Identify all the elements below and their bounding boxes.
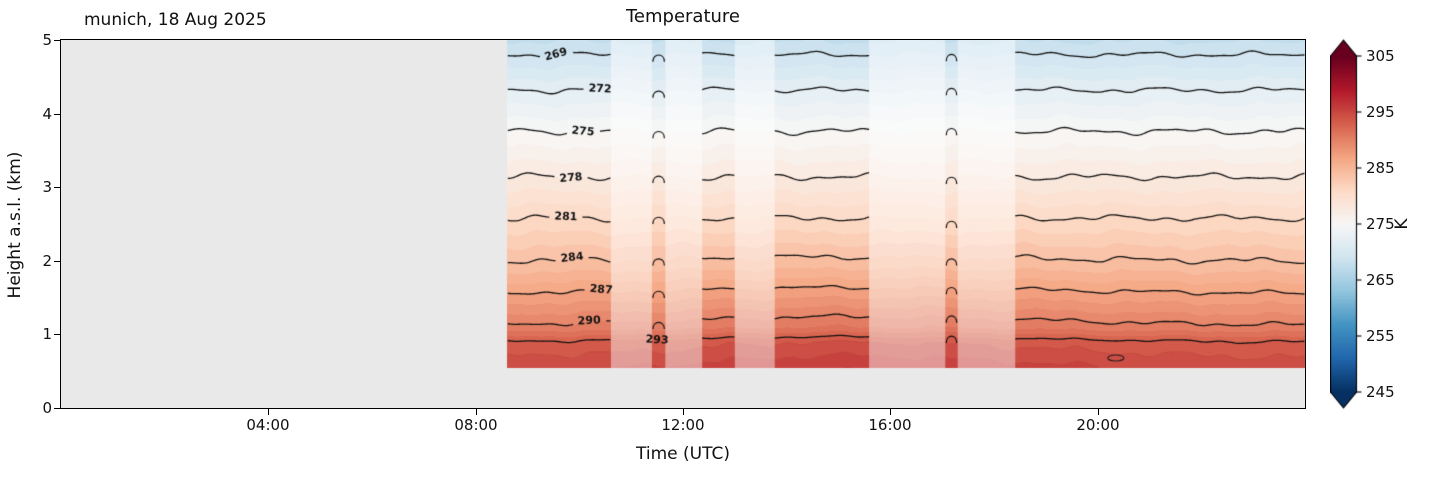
colorbar-tick-label: 255 <box>1366 327 1395 345</box>
x-tick-label: 04:00 <box>246 416 290 434</box>
station-date-annotation: munich, 18 Aug 2025 <box>84 10 267 30</box>
y-tick-mark <box>54 40 60 41</box>
colorbar-tick-label: 275 <box>1366 215 1395 233</box>
x-tick-mark <box>683 409 684 415</box>
y-tick-mark <box>54 261 60 262</box>
x-tick-label: 12:00 <box>661 416 705 434</box>
x-tick-mark <box>268 409 269 415</box>
x-tick-mark <box>476 409 477 415</box>
x-tick-mark <box>1098 409 1099 415</box>
y-tick-label: 1 <box>42 325 52 343</box>
y-tick-mark <box>54 408 60 409</box>
colorbar-tick-label: 265 <box>1366 271 1395 289</box>
y-tick-mark <box>54 334 60 335</box>
x-tick-label: 16:00 <box>868 416 912 434</box>
y-tick-mark <box>54 187 60 188</box>
x-tick-label: 08:00 <box>454 416 498 434</box>
colorbar-tick-label: 295 <box>1366 103 1395 121</box>
y-tick-label: 5 <box>42 31 52 49</box>
chart-title: Temperature <box>625 6 741 27</box>
y-tick-label: 4 <box>42 105 52 123</box>
y-tick-label: 2 <box>42 252 52 270</box>
y-axis-label: Height a.s.l. (km) <box>5 151 25 299</box>
y-tick-label: 0 <box>42 399 52 417</box>
colorbar-tick-label: 285 <box>1366 159 1395 177</box>
contour-plot-canvas <box>61 40 1305 408</box>
colorbar-tick-label: 245 <box>1366 383 1395 401</box>
y-tick-label: 3 <box>42 178 52 196</box>
plot-area <box>60 39 1306 409</box>
y-tick-mark <box>54 114 60 115</box>
x-tick-mark <box>890 409 891 415</box>
colorbar-tick-label: 305 <box>1366 47 1395 65</box>
colorbar-axis-label: K <box>1392 218 1412 230</box>
colorbar <box>1330 38 1364 410</box>
x-tick-label: 20:00 <box>1076 416 1120 434</box>
x-axis-label: Time (UTC) <box>636 444 730 464</box>
